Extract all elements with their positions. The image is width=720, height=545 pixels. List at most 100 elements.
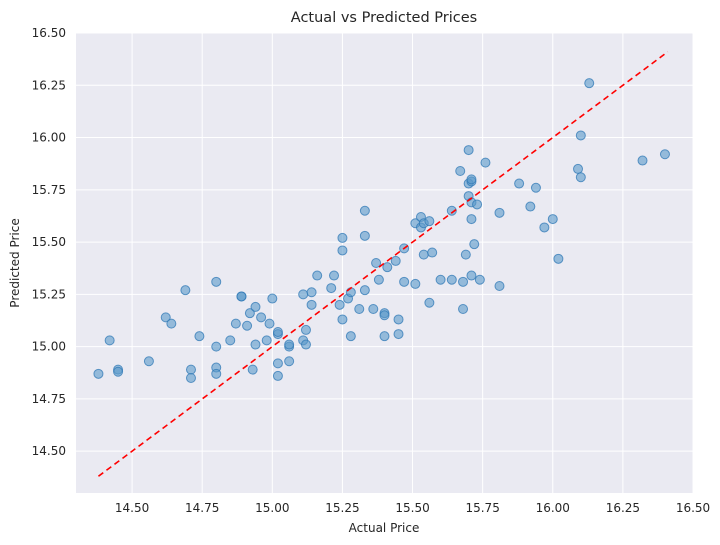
data-point xyxy=(494,281,505,291)
data-point xyxy=(250,339,261,350)
data-point xyxy=(393,329,404,340)
x-tick-label: 15.25 xyxy=(325,501,359,515)
data-point xyxy=(466,174,477,185)
data-point xyxy=(306,287,317,298)
x-tick-label: 15.00 xyxy=(255,501,289,515)
data-point xyxy=(272,327,283,337)
data-point xyxy=(458,304,469,314)
data-point xyxy=(329,270,340,281)
data-point xyxy=(373,274,384,285)
gridlines xyxy=(76,32,694,493)
data-point xyxy=(354,304,365,314)
data-point xyxy=(166,318,177,329)
data-point xyxy=(469,239,480,250)
data-point xyxy=(284,339,295,350)
data-point xyxy=(160,312,171,323)
data-point xyxy=(418,249,429,260)
data-point xyxy=(326,283,337,294)
data-point xyxy=(337,245,348,256)
data-point xyxy=(525,201,536,212)
data-point xyxy=(539,222,550,233)
data-point xyxy=(379,331,390,342)
data-point xyxy=(334,299,345,310)
data-point xyxy=(659,149,670,160)
data-point xyxy=(393,314,404,325)
data-point xyxy=(143,356,154,367)
data-point xyxy=(185,373,196,383)
data-point xyxy=(242,320,253,331)
y-tick-label: 14.50 xyxy=(32,444,66,458)
data-point xyxy=(264,318,275,329)
data-point xyxy=(284,356,295,367)
data-point xyxy=(455,166,466,176)
data-point xyxy=(211,341,222,352)
data-point xyxy=(573,163,584,174)
data-point xyxy=(359,285,370,296)
x-tick-label: 14.75 xyxy=(185,501,219,515)
data-point xyxy=(359,230,370,241)
data-point xyxy=(494,207,505,218)
data-point xyxy=(480,157,491,168)
data-point xyxy=(247,364,258,375)
x-tick-label: 15.50 xyxy=(395,501,429,515)
data-point xyxy=(300,324,311,335)
data-point xyxy=(530,182,541,193)
data-point xyxy=(390,255,401,266)
data-point xyxy=(250,301,261,312)
x-tick-label: 15.75 xyxy=(465,501,499,515)
y-tick-label: 15.50 xyxy=(32,235,66,249)
data-point xyxy=(230,318,241,329)
data-point xyxy=(93,368,104,379)
y-tick-labels: 14.50 14.75 15.00 15.25 15.50 15.75 16.00 16.25… xyxy=(32,26,66,458)
data-point xyxy=(306,299,317,310)
data-point xyxy=(211,276,222,287)
data-point xyxy=(446,274,457,285)
data-point xyxy=(466,270,477,281)
data-point xyxy=(225,335,236,346)
data-point xyxy=(345,287,356,298)
data-point xyxy=(256,312,267,323)
data-point xyxy=(382,262,393,273)
y-axis-label: Predicted Price xyxy=(8,218,22,307)
data-point xyxy=(379,310,390,321)
data-point xyxy=(371,258,382,268)
data-point xyxy=(575,130,586,141)
data-point xyxy=(466,214,477,225)
y-tick-label: 16.50 xyxy=(32,26,66,40)
y-tick-label: 15.00 xyxy=(32,340,66,354)
data-point xyxy=(345,331,356,342)
data-point xyxy=(514,178,525,189)
x-tick-label: 16.00 xyxy=(536,501,570,515)
y-tick-label: 14.75 xyxy=(32,392,66,406)
data-point xyxy=(267,293,278,304)
data-point xyxy=(104,335,115,346)
data-point xyxy=(337,232,348,243)
data-point xyxy=(424,216,435,227)
data-point xyxy=(261,335,272,346)
y-tick-label: 16.25 xyxy=(32,78,66,92)
data-point xyxy=(424,297,435,308)
data-point xyxy=(298,289,309,300)
data-point xyxy=(194,331,205,342)
data-point xyxy=(460,249,471,260)
x-tick-label: 16.50 xyxy=(676,501,710,515)
data-point xyxy=(185,364,196,375)
data-point xyxy=(272,358,283,369)
data-point xyxy=(637,155,648,166)
chart-title: Actual vs Predicted Prices xyxy=(291,10,477,26)
data-point xyxy=(472,199,483,210)
data-point xyxy=(211,368,222,379)
data-point xyxy=(458,276,469,287)
data-point xyxy=(474,274,485,285)
reference-line xyxy=(97,51,669,477)
data-point xyxy=(180,285,191,296)
data-points xyxy=(93,78,670,383)
plot-background xyxy=(76,33,693,493)
data-point xyxy=(410,278,421,289)
data-point xyxy=(300,339,311,350)
data-point xyxy=(368,304,379,314)
y-tick-label: 15.25 xyxy=(32,287,66,301)
data-point xyxy=(113,366,124,377)
y-tick-label: 16.00 xyxy=(32,131,66,145)
